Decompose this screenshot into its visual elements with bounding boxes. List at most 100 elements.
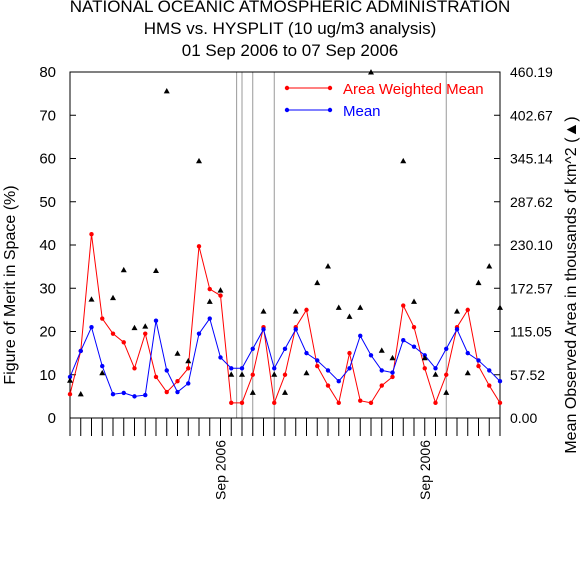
data-point bbox=[143, 331, 148, 336]
y-axis-label: Figure of Merit in Space (%) bbox=[2, 185, 19, 384]
data-point bbox=[347, 350, 352, 356]
data-point bbox=[229, 366, 234, 371]
data-point bbox=[336, 400, 341, 406]
data-point bbox=[336, 379, 341, 384]
area-marker bbox=[77, 390, 84, 397]
data-point bbox=[304, 307, 309, 313]
y2-tick-label: 460.19 bbox=[510, 64, 553, 80]
data-point bbox=[196, 331, 202, 336]
legend-marker bbox=[327, 85, 333, 91]
area-marker bbox=[325, 263, 331, 269]
y-tick-label: 30 bbox=[39, 280, 56, 297]
area-marker bbox=[454, 308, 460, 314]
legend-label: Area Weighted Mean bbox=[343, 81, 484, 98]
data-point bbox=[100, 363, 105, 369]
data-point bbox=[282, 346, 288, 351]
area-marker bbox=[206, 298, 213, 304]
data-point bbox=[250, 372, 255, 377]
area-marker bbox=[88, 296, 95, 302]
area-marker bbox=[67, 377, 73, 383]
axes: 0 10 20 30 40 50 60 70 80 0.00 57.52 115.05 172.57 23… bbox=[39, 64, 553, 500]
area-marker bbox=[153, 267, 159, 274]
data-point bbox=[411, 344, 417, 349]
data-point bbox=[186, 366, 191, 371]
area-marker bbox=[131, 324, 138, 331]
series-layer bbox=[67, 231, 503, 406]
data-point bbox=[358, 398, 363, 403]
area-marker bbox=[486, 263, 493, 269]
data-point bbox=[368, 400, 374, 406]
data-point bbox=[304, 350, 309, 356]
data-point bbox=[110, 392, 116, 397]
area-marker bbox=[120, 266, 127, 273]
title-line-2: HMS vs. HYSPLIT (10 ug/m3 analysis) bbox=[143, 19, 437, 38]
data-point bbox=[67, 374, 73, 380]
data-point bbox=[433, 400, 438, 406]
data-point bbox=[218, 293, 223, 298]
area-marker bbox=[303, 369, 310, 376]
y2-label-close: ) bbox=[563, 116, 580, 121]
area-marker bbox=[196, 157, 202, 164]
title-line-1: NATIONAL OCEANIC ATMOSPHERIC ADMINISTRAT… bbox=[69, 0, 511, 16]
legend-label: Mean bbox=[343, 103, 381, 120]
area-marker bbox=[464, 369, 471, 376]
data-point bbox=[229, 400, 234, 406]
data-point bbox=[272, 366, 277, 371]
y2-label-triangle-icon: ▲ bbox=[563, 122, 580, 138]
series-line bbox=[69, 317, 501, 397]
data-point bbox=[358, 333, 363, 339]
data-point bbox=[390, 374, 395, 380]
area-marker bbox=[282, 389, 288, 395]
area-marker bbox=[110, 294, 116, 301]
data-point bbox=[207, 316, 212, 321]
data-point bbox=[401, 303, 406, 308]
y-tick-label: 60 bbox=[39, 151, 56, 168]
data-point bbox=[401, 337, 406, 343]
data-point bbox=[121, 340, 126, 345]
area-marker bbox=[271, 371, 278, 377]
legend-marker bbox=[284, 85, 290, 91]
area-markers bbox=[67, 69, 503, 397]
data-point bbox=[411, 324, 417, 330]
y2-tick-label: 402.67 bbox=[510, 107, 553, 123]
data-point bbox=[315, 358, 320, 363]
data-point bbox=[433, 366, 438, 371]
vertical-markers bbox=[236, 72, 447, 418]
y-tick-label: 40 bbox=[39, 237, 56, 254]
y2-tick-label: 230.10 bbox=[510, 237, 553, 253]
data-point bbox=[347, 366, 352, 371]
data-point bbox=[89, 324, 94, 330]
data-point bbox=[218, 355, 223, 360]
data-point bbox=[487, 368, 492, 373]
data-point bbox=[390, 370, 395, 375]
title-line-3: 01 Sep 2006 to 07 Sep 2006 bbox=[181, 41, 399, 60]
area-marker bbox=[357, 304, 364, 310]
y2-axis-label: Mean Observed Area in thousands of km^2 … bbox=[563, 116, 580, 453]
area-marker bbox=[346, 313, 353, 319]
y-tick-label: 50 bbox=[39, 194, 56, 211]
data-point bbox=[465, 350, 470, 356]
data-point bbox=[444, 372, 449, 377]
data-point bbox=[444, 346, 449, 351]
data-point bbox=[132, 366, 137, 371]
area-marker bbox=[421, 354, 428, 361]
y-tick-label: 20 bbox=[39, 324, 56, 341]
legend: Area Weighted Mean Mean bbox=[284, 81, 484, 120]
area-marker bbox=[260, 308, 267, 314]
y2-tick-label: 345.14 bbox=[510, 151, 553, 167]
data-point bbox=[175, 389, 180, 395]
data-point bbox=[261, 327, 266, 332]
data-point bbox=[368, 353, 374, 358]
area-marker bbox=[217, 287, 224, 293]
data-point bbox=[379, 368, 384, 373]
area-marker bbox=[292, 308, 299, 314]
area-marker bbox=[497, 304, 503, 310]
data-point bbox=[110, 331, 116, 336]
data-point bbox=[497, 379, 503, 384]
data-point bbox=[175, 379, 180, 384]
data-point bbox=[325, 383, 331, 388]
data-point bbox=[186, 381, 191, 386]
data-point bbox=[487, 383, 492, 388]
y2-tick-label: 0.00 bbox=[510, 410, 537, 426]
area-marker bbox=[99, 369, 106, 376]
